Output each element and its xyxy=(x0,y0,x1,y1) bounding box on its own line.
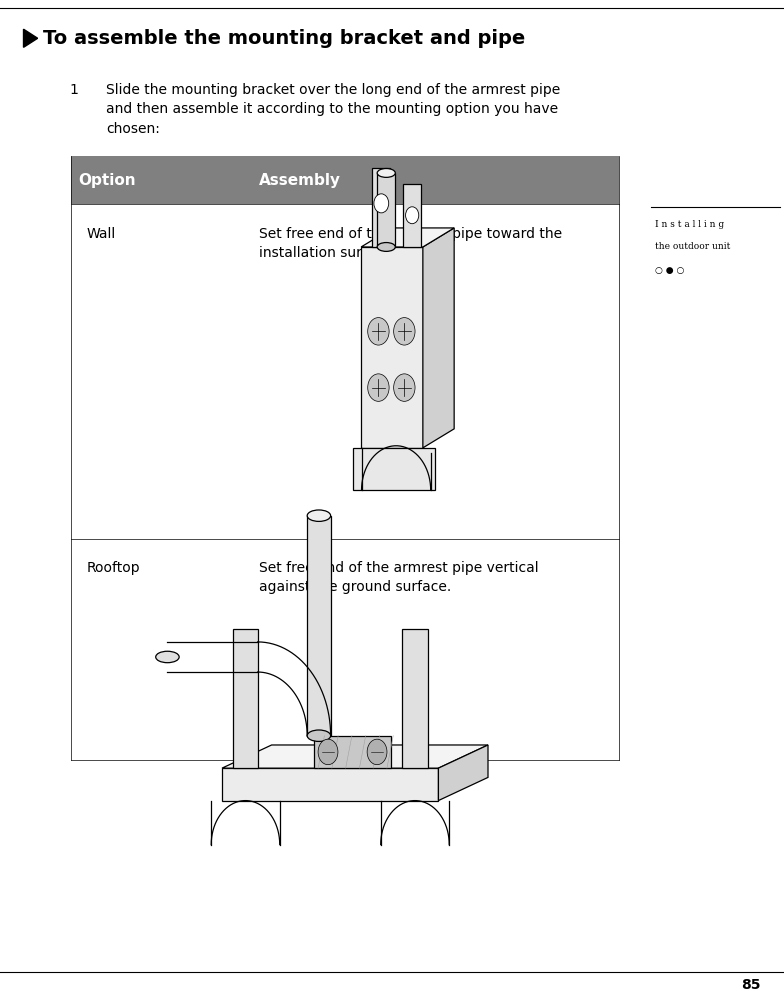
Circle shape xyxy=(394,317,415,345)
Circle shape xyxy=(374,193,389,212)
Text: 1: 1 xyxy=(69,83,78,97)
Bar xyxy=(71,156,619,204)
Text: Option: Option xyxy=(78,173,136,187)
Text: ○ ● ○: ○ ● ○ xyxy=(655,266,684,275)
Circle shape xyxy=(368,317,389,345)
Polygon shape xyxy=(233,629,258,768)
Polygon shape xyxy=(353,448,435,490)
Text: Set free end of the armrest pipe toward the
installation surface.: Set free end of the armrest pipe toward … xyxy=(259,227,562,260)
Text: Slide the mounting bracket over the long end of the armrest pipe
and then assemb: Slide the mounting bracket over the long… xyxy=(106,83,560,136)
Polygon shape xyxy=(372,167,390,247)
Polygon shape xyxy=(24,29,38,47)
Polygon shape xyxy=(423,228,454,448)
FancyBboxPatch shape xyxy=(314,736,391,768)
Ellipse shape xyxy=(307,510,331,522)
Polygon shape xyxy=(222,745,488,768)
Circle shape xyxy=(405,206,419,224)
Text: To assemble the mounting bracket and pipe: To assemble the mounting bracket and pip… xyxy=(43,29,525,47)
Polygon shape xyxy=(402,629,427,768)
Polygon shape xyxy=(222,768,438,801)
Circle shape xyxy=(394,374,415,402)
Ellipse shape xyxy=(156,652,180,663)
Ellipse shape xyxy=(377,243,395,252)
Polygon shape xyxy=(361,247,423,448)
Circle shape xyxy=(367,739,387,764)
Text: 85: 85 xyxy=(741,978,760,992)
Text: Assembly: Assembly xyxy=(259,173,341,187)
Text: the outdoor unit: the outdoor unit xyxy=(655,242,730,251)
Bar xyxy=(307,516,331,736)
Polygon shape xyxy=(361,228,454,247)
Text: Rooftop: Rooftop xyxy=(86,561,140,575)
Polygon shape xyxy=(438,745,488,801)
Circle shape xyxy=(318,739,338,764)
Polygon shape xyxy=(403,183,421,247)
Circle shape xyxy=(368,374,389,402)
Ellipse shape xyxy=(377,168,395,177)
Text: Set free end of the armrest pipe vertical
against the ground surface.: Set free end of the armrest pipe vertica… xyxy=(259,561,539,594)
Ellipse shape xyxy=(307,730,331,741)
Text: Wall: Wall xyxy=(86,227,115,241)
Bar xyxy=(377,173,395,247)
Text: I n s t a l l i n g: I n s t a l l i n g xyxy=(655,220,724,229)
